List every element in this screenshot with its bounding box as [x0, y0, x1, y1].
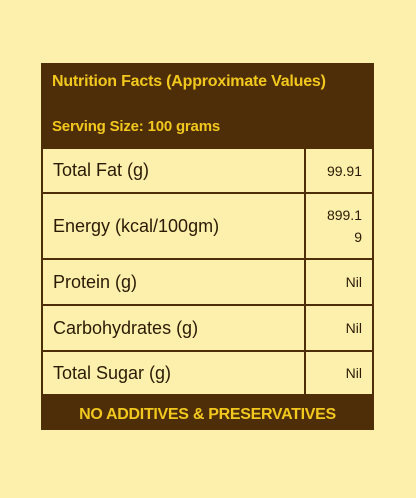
table-row: Total Fat (g) 99.91 — [43, 149, 372, 192]
column-divider — [304, 260, 306, 304]
nutrition-rows: Total Fat (g) 99.91 Energy (kcal/100gm) … — [43, 149, 372, 396]
column-divider — [304, 306, 306, 350]
column-divider — [304, 149, 306, 192]
column-divider — [304, 194, 306, 258]
table-footer: NO ADDITIVES & PRESERVATIVES — [79, 406, 336, 423]
row-label: Total Sugar (g) — [53, 362, 172, 383]
row-label: Energy (kcal/100gm) — [53, 215, 220, 236]
column-divider — [304, 352, 306, 394]
energy-value: 899.19 — [326, 207, 362, 245]
row-label: Protein (g) — [53, 271, 138, 292]
row-value: Nil — [345, 320, 362, 336]
row-label: Carbohydrates (g) — [53, 317, 199, 338]
nutrition-facts-table: Nutrition Facts (Approximate Values) Ser… — [41, 63, 374, 430]
table-title: Nutrition Facts (Approximate Values) — [52, 73, 326, 90]
table-row: Energy (kcal/100gm) 899.19 — [43, 194, 372, 258]
table-row: Total Sugar (g) Nil — [43, 352, 372, 394]
table-row: Protein (g) Nil — [43, 260, 372, 304]
row-value: Nil — [345, 365, 362, 381]
row-label: Total Fat (g) — [53, 160, 150, 180]
serving-size: Serving Size: 100 grams — [52, 118, 220, 135]
row-value: 99.91 — [326, 162, 362, 179]
table-header: Nutrition Facts (Approximate Values) Ser… — [41, 63, 374, 148]
table-row: Carbohydrates (g) Nil — [43, 306, 372, 350]
row-value: Nil — [345, 274, 362, 290]
row-value: 899.19 — [306, 194, 372, 258]
